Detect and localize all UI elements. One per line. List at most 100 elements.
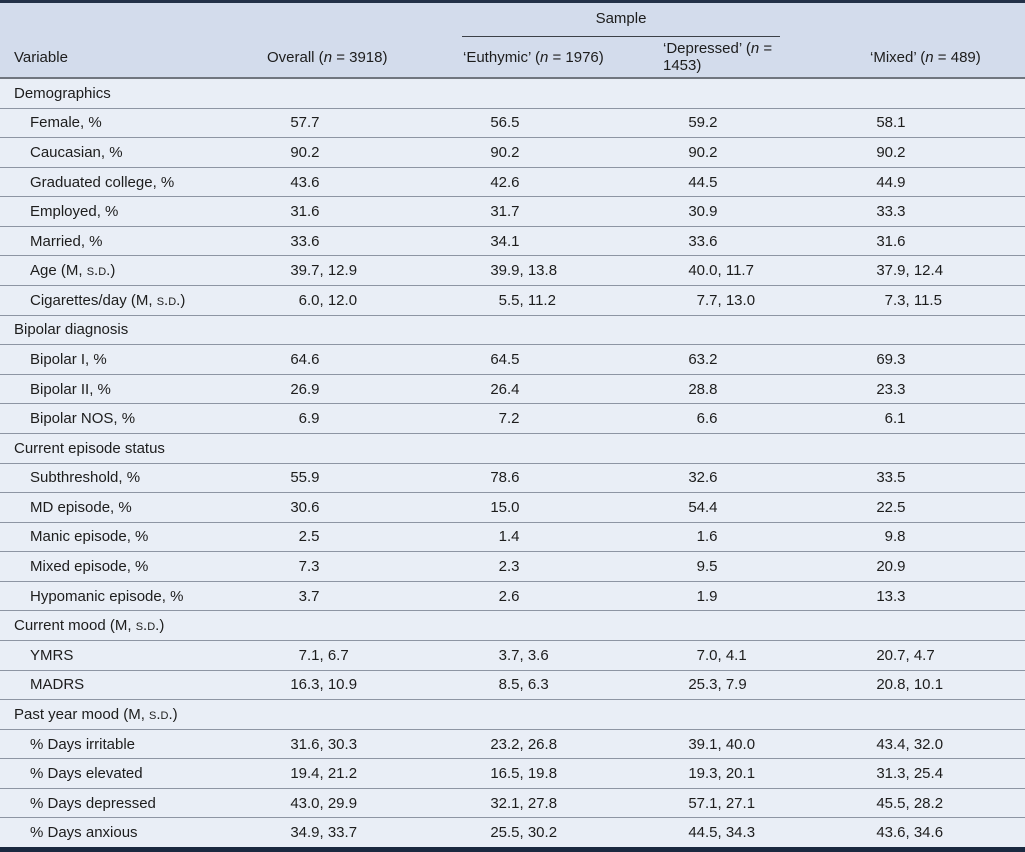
row-label: Married, % bbox=[30, 232, 103, 250]
value-cell: 32.1, 27.8 bbox=[490, 794, 558, 812]
value-cell: 1.9 bbox=[696, 587, 718, 605]
column-header-overall: Overall (n = 3918) bbox=[267, 48, 388, 66]
value-cell: 25.3, 7.9 bbox=[688, 676, 747, 694]
value-cell: 2.3 bbox=[498, 558, 520, 576]
row-label: % Days irritable bbox=[30, 735, 136, 753]
row-label: Hypomanic episode, % bbox=[30, 587, 184, 605]
value-cell: 63.2 bbox=[688, 350, 718, 368]
value-cell: 23.3 bbox=[876, 380, 906, 398]
row-label: Cigarettes/day (M, s.d.) bbox=[30, 291, 186, 309]
value-cell: 31.3, 25.4 bbox=[876, 765, 944, 783]
section-row: Current mood (M, s.d.) bbox=[0, 611, 1025, 641]
table-row: MD episode, % 30.6 15.0 54.4 22.5 bbox=[0, 493, 1025, 523]
value-cell: 45.5, 28.2 bbox=[876, 794, 944, 812]
column-header-mixed: ‘Mixed’ (n = 489) bbox=[870, 48, 981, 66]
sample-spanner-rule bbox=[462, 36, 780, 37]
row-label: Female, % bbox=[30, 114, 102, 132]
value-cell: 3.7, 3.6 bbox=[498, 646, 549, 664]
section-header: Current mood (M, s.d.) bbox=[14, 617, 165, 635]
value-cell: 33.6 bbox=[290, 232, 320, 250]
column-header-depressed: ‘Depressed’ (n = 1453) bbox=[663, 40, 773, 74]
table-row: % Days elevated 19.4, 21.2 16.5, 19.8 19.3,… bbox=[0, 759, 1025, 789]
section-row: Bipolar diagnosis bbox=[0, 316, 1025, 346]
row-label: MADRS bbox=[30, 676, 85, 694]
column-header-euthymic: ‘Euthymic’ (n = 1976) bbox=[463, 48, 604, 66]
value-cell: 19.4, 21.2 bbox=[290, 765, 358, 783]
value-cell: 39.7, 12.9 bbox=[290, 262, 358, 280]
sample-spanner-label: Sample bbox=[595, 10, 647, 27]
value-cell: 28.8 bbox=[688, 380, 718, 398]
value-cell: 55.9 bbox=[290, 469, 320, 487]
section-row: Current episode status bbox=[0, 434, 1025, 464]
value-cell: 20.9 bbox=[876, 558, 906, 576]
value-cell: 34.1 bbox=[490, 232, 520, 250]
value-cell: 33.3 bbox=[876, 203, 906, 221]
value-cell: 5.5, 11.2 bbox=[498, 291, 556, 309]
value-cell: 1.4 bbox=[498, 528, 520, 546]
value-cell: 33.6 bbox=[688, 232, 718, 250]
section-header: Current episode status bbox=[14, 439, 165, 457]
value-cell: 42.6 bbox=[490, 173, 520, 191]
row-label: Bipolar II, % bbox=[30, 380, 111, 398]
value-cell: 2.5 bbox=[298, 528, 320, 546]
row-label: YMRS bbox=[30, 646, 74, 664]
value-cell: 7.0, 4.1 bbox=[696, 646, 747, 664]
value-cell: 25.5, 30.2 bbox=[490, 824, 558, 842]
value-cell: 30.9 bbox=[688, 203, 718, 221]
table-row: Employed, % 31.6 31.7 30.9 33.3 bbox=[0, 197, 1025, 227]
value-cell: 6.9 bbox=[298, 410, 320, 428]
value-cell: 31.6 bbox=[876, 232, 906, 250]
value-cell: 7.7, 13.0 bbox=[696, 291, 756, 309]
table-row: Caucasian, % 90.2 90.2 90.2 90.2 bbox=[0, 138, 1025, 168]
value-cell: 39.1, 40.0 bbox=[688, 735, 756, 753]
table-row: Manic episode, % 2.5 1.4 1.6 9.8 bbox=[0, 523, 1025, 553]
value-cell: 9.5 bbox=[696, 558, 718, 576]
section-row: Past year mood (M, s.d.) bbox=[0, 700, 1025, 730]
value-cell: 90.2 bbox=[876, 143, 906, 161]
value-cell: 43.6, 34.6 bbox=[876, 824, 944, 842]
value-cell: 37.9, 12.4 bbox=[876, 262, 944, 280]
value-cell: 3.7 bbox=[298, 587, 320, 605]
table-row: Bipolar II, % 26.9 26.4 28.8 23.3 bbox=[0, 375, 1025, 405]
row-label: Subthreshold, % bbox=[30, 469, 141, 487]
value-cell: 7.2 bbox=[498, 410, 520, 428]
value-cell: 31.6 bbox=[290, 203, 320, 221]
value-cell: 78.6 bbox=[490, 469, 520, 487]
section-row: Demographics bbox=[0, 79, 1025, 109]
table-row: Graduated college, % 43.6 42.6 44.5 44.9 bbox=[0, 168, 1025, 198]
value-cell: 33.5 bbox=[876, 469, 906, 487]
row-label: Graduated college, % bbox=[30, 173, 175, 191]
value-cell: 23.2, 26.8 bbox=[490, 735, 558, 753]
row-label: % Days elevated bbox=[30, 765, 143, 783]
table-row: Hypomanic episode, % 3.7 2.6 1.9 13.3 bbox=[0, 582, 1025, 612]
value-cell: 7.3, 11.5 bbox=[884, 291, 942, 309]
value-cell: 16.3, 10.9 bbox=[290, 676, 358, 694]
value-cell: 9.8 bbox=[884, 528, 906, 546]
section-header: Demographics bbox=[14, 84, 111, 102]
value-cell: 57.1, 27.1 bbox=[688, 794, 756, 812]
row-label: Manic episode, % bbox=[30, 528, 149, 546]
section-header: Past year mood (M, s.d.) bbox=[14, 705, 178, 723]
row-label: Bipolar I, % bbox=[30, 350, 107, 368]
value-cell: 32.6 bbox=[688, 469, 718, 487]
table-row: Subthreshold, % 55.9 78.6 32.6 33.5 bbox=[0, 464, 1025, 494]
table-row: % Days anxious 34.9, 33.7 25.5, 30.2 44.5, … bbox=[0, 818, 1025, 847]
row-label: Mixed episode, % bbox=[30, 558, 149, 576]
row-label: Age (M, s.d.) bbox=[30, 262, 116, 280]
table-body: Demographics Female, % 57.7 56.5 59.2 58.1 Cau… bbox=[0, 79, 1025, 847]
table-row: % Days irritable 31.6, 30.3 23.2, 26.8 39.1… bbox=[0, 730, 1025, 760]
value-cell: 90.2 bbox=[290, 143, 320, 161]
row-label: Bipolar NOS, % bbox=[30, 410, 136, 428]
value-cell: 31.7 bbox=[490, 203, 520, 221]
value-cell: 90.2 bbox=[490, 143, 520, 161]
value-cell: 26.4 bbox=[490, 380, 520, 398]
row-label: % Days depressed bbox=[30, 794, 156, 812]
value-cell: 44.5, 34.3 bbox=[688, 824, 756, 842]
value-cell: 39.9, 13.8 bbox=[490, 262, 558, 280]
value-cell: 57.7 bbox=[290, 114, 320, 132]
table-row: Age (M, s.d.) 39.7, 12.9 39.9, 13.8 40.0, 1… bbox=[0, 256, 1025, 287]
table-row: % Days depressed 43.0, 29.9 32.1, 27.8 57.1… bbox=[0, 789, 1025, 819]
value-cell: 8.5, 6.3 bbox=[498, 676, 549, 694]
value-cell: 7.3 bbox=[298, 558, 320, 576]
table-row: Bipolar NOS, % 6.9 7.2 6.6 6.1 bbox=[0, 404, 1025, 434]
